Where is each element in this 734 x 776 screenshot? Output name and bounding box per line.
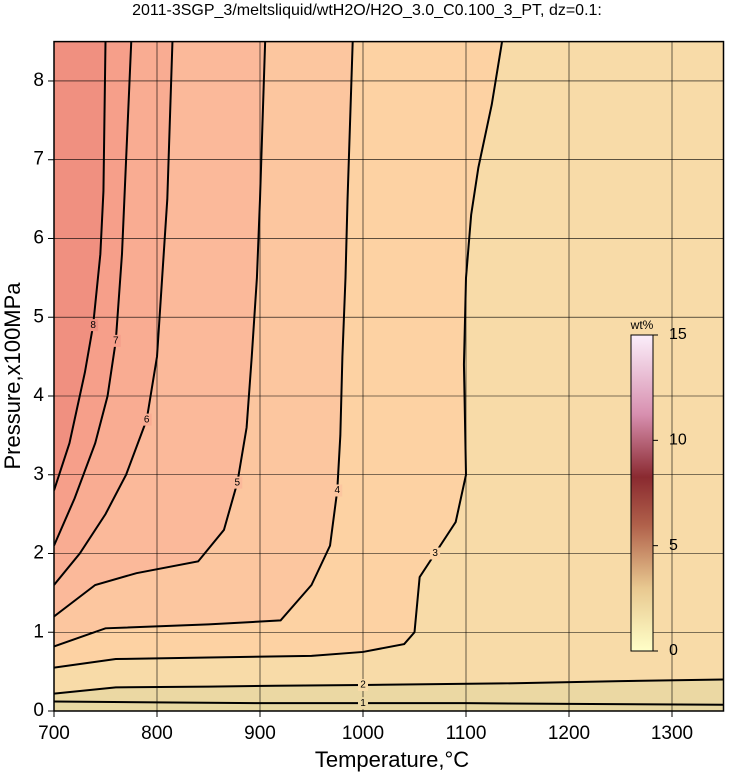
colorbar — [630, 334, 654, 652]
contour-label: 2 — [360, 680, 366, 691]
contour-label: 5 — [235, 477, 241, 488]
plot-area: 1 2 3 4 5 6 7 8 — [54, 41, 724, 712]
colorbar-tick-label: 15 — [669, 326, 687, 343]
contour-label-bg — [430, 547, 441, 560]
contour-label-bg — [232, 476, 243, 489]
contour-line — [54, 41, 133, 547]
y-axis-title: Pressure,x100MPa — [0, 282, 25, 470]
contour-label-bg — [358, 697, 368, 710]
colorbar-tick-label: 10 — [669, 432, 687, 449]
y-tick-label: 5 — [33, 306, 44, 327]
chart-title: 2011-3SGP_3/meltsliquid/wtH2O/H2O_3.0_C0… — [132, 2, 602, 19]
contour-label-bg — [88, 319, 99, 332]
contour-label: 3 — [432, 548, 438, 559]
plot-frame — [53, 40, 725, 712]
contour-label: 4 — [334, 485, 340, 496]
contour-label-bg — [110, 334, 121, 347]
contour-label: 6 — [144, 414, 150, 425]
contour-label-bg — [141, 413, 152, 426]
y-tick-label: 3 — [33, 464, 44, 485]
contour-band — [54, 41, 106, 491]
y-tick-label: 4 — [33, 385, 44, 406]
y-tick-label: 6 — [33, 227, 44, 248]
contour-label-bg — [332, 484, 343, 497]
contour-label: 7 — [113, 336, 119, 347]
contour-line — [54, 678, 724, 695]
colorbar-tick-label: 5 — [669, 537, 678, 554]
contour-label: 8 — [90, 320, 96, 331]
y-tick-label: 2 — [33, 543, 44, 564]
x-tick-label: 1300 — [651, 723, 693, 744]
colorbar-tick-label: 0 — [669, 642, 678, 659]
y-tick-label: 7 — [33, 149, 44, 170]
x-tick-label: 700 — [38, 723, 70, 744]
x-tick-label: 900 — [244, 723, 276, 744]
contour-label: 1 — [360, 698, 366, 709]
x-tick-label: 1100 — [446, 723, 487, 744]
y-tick-label: 8 — [33, 70, 44, 91]
contour-line — [54, 41, 354, 648]
contour-label-bg — [358, 679, 368, 692]
x-tick-label: 1200 — [548, 723, 590, 744]
x-tick-label: 1000 — [342, 723, 384, 744]
x-tick-label: 800 — [141, 723, 173, 744]
colorbar-label: wt% — [630, 318, 654, 332]
y-tick-label: 1 — [33, 621, 44, 642]
y-tick-label: 0 — [33, 700, 44, 721]
x-axis-title: Temperature,°C — [315, 747, 469, 772]
